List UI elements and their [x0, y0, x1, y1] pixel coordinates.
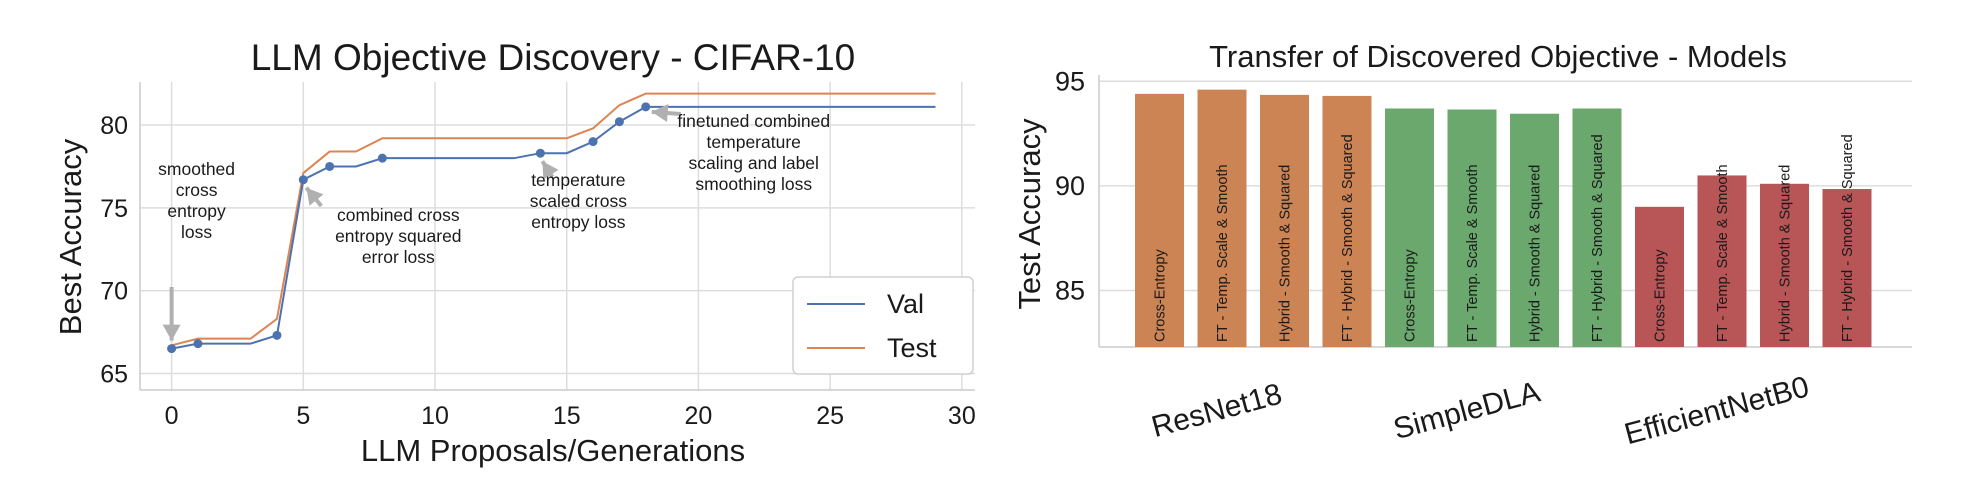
annotation-text: entropy [167, 201, 226, 221]
y-tick-label: 70 [100, 278, 128, 306]
x-tick-label: 30 [948, 402, 976, 430]
annotation-text: error loss [362, 247, 435, 267]
annotation-text: loss [181, 222, 212, 242]
bar-chart-ylabel: Test Accuracy [1012, 118, 1047, 310]
data-point [325, 161, 335, 171]
group-label: EfficientNetB0 [1621, 370, 1813, 451]
line-chart-ylabel: Best Accuracy [53, 138, 88, 335]
bar [1385, 108, 1434, 347]
annotation-text: entropy squared [335, 226, 461, 246]
legend-label: Val [887, 289, 924, 319]
data-point [272, 330, 282, 340]
bar-label: Cross-Entropy [1153, 249, 1169, 342]
bar-group-resnet18: Cross-Entropy FT - Temp. Scale & Smooth Hy… [1135, 89, 1372, 348]
annotation-text: entropy loss [531, 212, 626, 232]
data-point [193, 339, 203, 349]
bar [1447, 109, 1497, 348]
bar-label: FT - Hybrid - Smooth & Squared [1590, 134, 1606, 342]
data-point [298, 175, 308, 185]
data-point [535, 148, 545, 158]
bar-label: FT - Temp. Scale & Smooth [1215, 164, 1231, 342]
y-tick-label: 90 [1055, 171, 1085, 201]
data-point [377, 153, 387, 163]
line-chart-title: LLM Objective Discovery - CIFAR-10 [251, 37, 856, 78]
x-tick-label: 25 [816, 402, 844, 430]
bar [1510, 113, 1559, 347]
bar [1822, 189, 1872, 347]
y-tick-label: 85 [1055, 276, 1085, 306]
bar [1697, 175, 1747, 347]
bar [1135, 93, 1184, 347]
annotation-arrow-head [651, 104, 669, 123]
annotation-arrow-head [162, 324, 181, 341]
data-point [614, 117, 624, 127]
data-point [641, 102, 651, 112]
y-tick-label: 75 [100, 195, 128, 223]
annotation-text: smoothing loss [695, 174, 812, 194]
annotation-text: finetuned combined [677, 111, 830, 131]
bar-label: FT - Hybrid - Smooth & Squared [1840, 134, 1856, 342]
annotation-text: combined cross [337, 205, 460, 225]
annotation-arrow-head [542, 161, 559, 180]
series-line-val [171, 105, 936, 350]
x-tick-label: 10 [421, 402, 449, 430]
data-point [167, 344, 177, 354]
bar-group-efficientnetb0: Cross-Entropy FT - Temp. Scale & Smooth Hy… [1635, 134, 1872, 347]
y-tick-label: 95 [1055, 66, 1085, 96]
bar-label: Cross-Entropy [1653, 249, 1669, 342]
bar-label: Hybrid - Smooth & Squared [1528, 165, 1544, 342]
bar [1197, 89, 1247, 348]
bar-group-simpledla: Cross-Entropy FT - Temp. Scale & Smooth Hy… [1385, 108, 1622, 348]
bar-label: Cross-Entropy [1403, 249, 1419, 342]
annotation-arrow-head [306, 187, 324, 206]
bar [1760, 183, 1809, 347]
bar-label: FT - Temp. Scale & Smooth [1715, 164, 1731, 342]
x-tick-label: 5 [296, 402, 310, 430]
bar-label: Hybrid - Smooth & Squared [1278, 165, 1294, 342]
y-tick-label: 80 [100, 112, 128, 140]
line-chart-xlabel: LLM Proposals/Generations [361, 433, 745, 468]
group-label: ResNet18 [1148, 378, 1285, 444]
bar-label: FT - Temp. Scale & Smooth [1465, 164, 1481, 342]
bar-label: Hybrid - Smooth & Squared [1778, 165, 1794, 342]
legend-label: Test [887, 333, 937, 363]
bar-chart: 85 90 95 Cross-Entropy FT - Temp. Scale & Sm… [1055, 66, 1912, 451]
group-label: SimpleDLA [1390, 375, 1543, 446]
annotation-text: scaling and label [689, 153, 819, 173]
y-tick-label: 65 [100, 360, 128, 388]
bar [1322, 95, 1372, 347]
bar-label: FT - Hybrid - Smooth & Squared [1340, 134, 1356, 342]
annotation-text: smoothed [158, 159, 235, 179]
bar [1572, 108, 1622, 347]
annotation-text: temperature [531, 170, 625, 190]
bar-chart-title: Transfer of Discovered Objective - Model… [1209, 39, 1787, 74]
data-point [588, 137, 598, 147]
bar [1260, 94, 1309, 347]
bar [1635, 206, 1684, 347]
annotation-text: scaled cross [530, 191, 628, 211]
x-tick-label: 15 [553, 402, 581, 430]
line-chart: 0 5 10 15 20 25 3065707580smoothedcrossentropy… [100, 82, 976, 430]
x-tick-label: 0 [165, 402, 179, 430]
x-tick-label: 20 [685, 402, 713, 430]
series-line-test [171, 92, 936, 347]
annotation-text: cross [176, 180, 218, 200]
annotation-text: temperature [707, 132, 801, 152]
legend-box [792, 276, 974, 375]
